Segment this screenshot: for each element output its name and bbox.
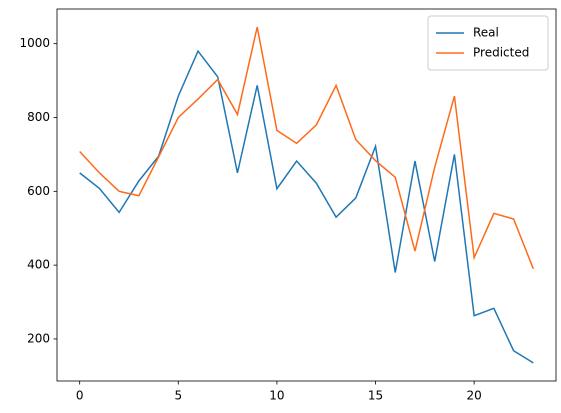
x-tick-label: 10 — [269, 389, 284, 403]
plot-frame — [56, 8, 557, 382]
x-tick-label: 15 — [368, 389, 383, 403]
y-tick-label: 400 — [27, 258, 50, 272]
legend-box — [427, 15, 549, 71]
x-tick-label: 20 — [467, 389, 482, 403]
legend-label: Predicted — [473, 46, 529, 60]
legend-label: Real — [473, 26, 499, 40]
y-tick-label: 200 — [27, 331, 50, 345]
y-tick-label: 800 — [27, 110, 50, 124]
x-tick-label: 5 — [174, 389, 182, 403]
y-tick-label: 1000 — [19, 36, 50, 50]
x-tick-label: 0 — [76, 389, 84, 403]
series-line — [79, 26, 535, 270]
y-tick-label: 600 — [27, 184, 50, 198]
series-line — [79, 49, 534, 364]
